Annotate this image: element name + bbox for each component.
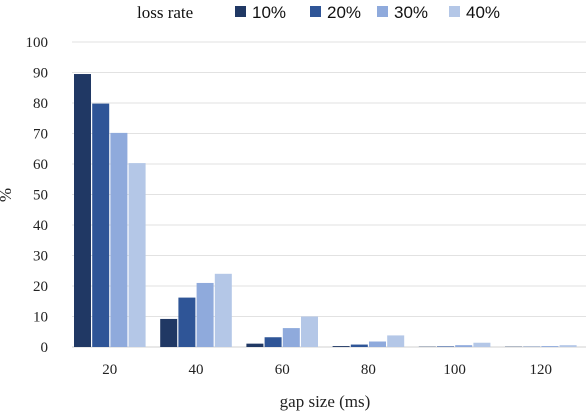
x-tick-label: 80	[361, 362, 376, 378]
y-axis-label: %	[0, 188, 15, 202]
y-tick-label: 40	[33, 218, 48, 234]
bar-10pct-20	[74, 74, 91, 348]
y-tick-label: 90	[33, 66, 48, 82]
bar-20pct-60	[264, 337, 282, 347]
bar-30pct-100	[455, 345, 473, 347]
gridlines	[72, 41, 586, 348]
y-axis-ticks: 0 10 20 30 40 50 60 70 80 90 100	[26, 35, 49, 356]
y-tick-label: 10	[33, 310, 48, 326]
x-tick-label: 60	[275, 362, 290, 378]
bar-40pct-20	[128, 163, 146, 347]
bars	[74, 74, 577, 348]
bar-40pct-60	[301, 316, 318, 347]
legend-label-30pct: 30%	[394, 3, 428, 22]
y-tick-label: 0	[41, 340, 49, 356]
legend-swatch-40pct	[449, 6, 460, 17]
legend-title: loss rate	[137, 3, 193, 22]
y-tick-label: 70	[33, 127, 48, 143]
legend-swatch-20pct	[310, 6, 321, 17]
x-tick-label: 20	[102, 362, 117, 378]
bar-30pct-20	[110, 132, 128, 347]
x-tick-label: 120	[530, 362, 553, 378]
legend: loss rate 10% 20% 30% 40%	[137, 3, 500, 22]
bar-20pct-80	[350, 344, 368, 347]
bar-30pct-40	[196, 282, 214, 347]
legend-swatch-30pct	[377, 6, 388, 17]
x-axis-label: gap size (ms)	[280, 392, 371, 411]
legend-swatch-10pct	[235, 6, 246, 17]
bar-20pct-40	[178, 297, 196, 347]
bar-10pct-60	[246, 343, 264, 347]
bar-10pct-80	[332, 346, 350, 347]
bar-40pct-80	[387, 335, 405, 347]
y-tick-label: 100	[26, 35, 49, 51]
bar-40pct-100	[473, 342, 491, 347]
legend-label-40pct: 40%	[466, 3, 500, 22]
x-axis-ticks: 20 40 60 80 100 120	[102, 362, 552, 378]
bar-20pct-100	[437, 346, 454, 347]
y-tick-label: 80	[33, 96, 48, 112]
x-tick-label: 100	[443, 362, 466, 378]
bar-30pct-120	[541, 346, 559, 347]
bar-40pct-120	[559, 345, 577, 347]
y-tick-label: 60	[33, 157, 48, 173]
legend-label-10pct: 10%	[252, 3, 286, 22]
legend-label-20pct: 20%	[327, 3, 361, 22]
x-tick-label: 40	[189, 362, 204, 378]
bar-40pct-40	[214, 273, 232, 347]
bar-30pct-80	[369, 341, 386, 347]
bar-30pct-60	[282, 328, 300, 347]
bar-20pct-20	[92, 103, 110, 347]
y-tick-label: 30	[33, 249, 48, 265]
bar-10pct-40	[160, 318, 178, 347]
y-tick-label: 50	[33, 188, 48, 204]
y-tick-label: 20	[33, 279, 48, 295]
